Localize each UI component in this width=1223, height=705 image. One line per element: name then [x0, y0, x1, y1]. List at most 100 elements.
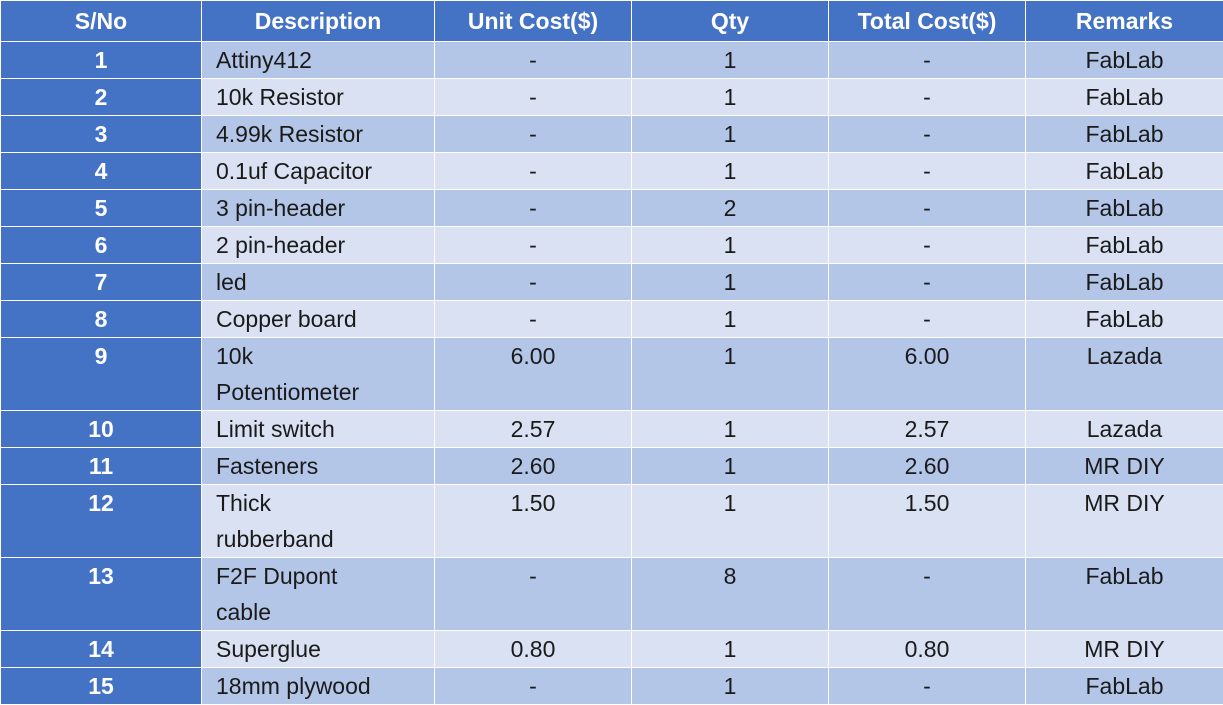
- header-description: Description: [202, 1, 435, 42]
- cell-sno: 5: [1, 190, 202, 227]
- cell-description: 3 pin-header: [202, 190, 435, 227]
- cell-qty: 1: [632, 42, 829, 79]
- cell-sno: 12: [1, 485, 202, 558]
- cell-unit-cost: -: [435, 116, 632, 153]
- cell-remarks: MR DIY: [1026, 448, 1223, 485]
- cell-description: 18mm plywood: [202, 668, 435, 705]
- description-line: rubberband: [216, 521, 434, 557]
- cell-qty: 1: [632, 227, 829, 264]
- cell-unit-cost: -: [435, 42, 632, 79]
- cell-unit-cost: -: [435, 301, 632, 338]
- cell-sno: 2: [1, 79, 202, 116]
- cell-unit-cost: 0.80: [435, 631, 632, 668]
- cell-qty: 1: [632, 411, 829, 448]
- cell-description: Limit switch: [202, 411, 435, 448]
- cell-total-cost: -: [829, 153, 1026, 190]
- cell-description: 2 pin-header: [202, 227, 435, 264]
- cell-total-cost: -: [829, 668, 1026, 705]
- cell-remarks: MR DIY: [1026, 485, 1223, 558]
- cell-sno: 6: [1, 227, 202, 264]
- cell-qty: 1: [632, 448, 829, 485]
- cell-unit-cost: -: [435, 264, 632, 301]
- cell-remarks: FabLab: [1026, 227, 1223, 264]
- cell-total-cost: 0.80: [829, 631, 1026, 668]
- cell-unit-cost: -: [435, 153, 632, 190]
- cell-total-cost: 2.60: [829, 448, 1026, 485]
- table-header-row: S/No Description Unit Cost($) Qty Total …: [1, 1, 1223, 42]
- cell-qty: 1: [632, 338, 829, 411]
- description-line: led: [216, 264, 434, 300]
- cell-remarks: FabLab: [1026, 301, 1223, 338]
- cell-total-cost: 1.50: [829, 485, 1026, 558]
- cell-remarks: FabLab: [1026, 153, 1223, 190]
- description-line: Fasteners: [216, 448, 434, 484]
- header-total-cost: Total Cost($): [829, 1, 1026, 42]
- description-line: 0.1uf Capacitor: [216, 153, 434, 189]
- description-line: Copper board: [216, 301, 434, 337]
- cell-qty: 1: [632, 79, 829, 116]
- cell-remarks: FabLab: [1026, 79, 1223, 116]
- description-line: 3 pin-header: [216, 190, 434, 226]
- cell-description: Copper board: [202, 301, 435, 338]
- cell-qty: 1: [632, 301, 829, 338]
- cell-qty: 1: [632, 116, 829, 153]
- cell-remarks: FabLab: [1026, 264, 1223, 301]
- cell-remarks: FabLab: [1026, 116, 1223, 153]
- cell-total-cost: -: [829, 79, 1026, 116]
- cell-description: Fasteners: [202, 448, 435, 485]
- cell-description: 0.1uf Capacitor: [202, 153, 435, 190]
- header-qty: Qty: [632, 1, 829, 42]
- cell-description: 10k Resistor: [202, 79, 435, 116]
- cell-sno: 1: [1, 42, 202, 79]
- cell-sno: 4: [1, 153, 202, 190]
- cell-remarks: FabLab: [1026, 42, 1223, 79]
- cell-qty: 1: [632, 264, 829, 301]
- cell-unit-cost: -: [435, 558, 632, 631]
- description-line: Attiny412: [216, 42, 434, 78]
- description-line: 10k Resistor: [216, 79, 434, 115]
- cell-total-cost: 2.57: [829, 411, 1026, 448]
- cell-description: Attiny412: [202, 42, 435, 79]
- cell-total-cost: -: [829, 264, 1026, 301]
- cell-remarks: Lazada: [1026, 411, 1223, 448]
- description-line: 2 pin-header: [216, 227, 434, 263]
- cell-total-cost: -: [829, 116, 1026, 153]
- cell-remarks: FabLab: [1026, 558, 1223, 631]
- description-line: Superglue: [216, 631, 434, 667]
- cell-sno: 7: [1, 264, 202, 301]
- cell-qty: 2: [632, 190, 829, 227]
- cell-sno: 9: [1, 338, 202, 411]
- cell-unit-cost: -: [435, 668, 632, 705]
- cell-sno: 3: [1, 116, 202, 153]
- cell-sno: 11: [1, 448, 202, 485]
- header-sno: S/No: [1, 1, 202, 42]
- cell-unit-cost: 2.60: [435, 448, 632, 485]
- cell-description: 4.99k Resistor: [202, 116, 435, 153]
- description-line: Thick: [216, 485, 434, 521]
- cell-total-cost: -: [829, 558, 1026, 631]
- cell-qty: 1: [632, 631, 829, 668]
- cell-remarks: MR DIY: [1026, 631, 1223, 668]
- cell-qty: 8: [632, 558, 829, 631]
- cell-sno: 8: [1, 301, 202, 338]
- description-line: Potentiometer: [216, 374, 434, 410]
- cell-unit-cost: 1.50: [435, 485, 632, 558]
- cell-total-cost: 6.00: [829, 338, 1026, 411]
- cell-unit-cost: -: [435, 79, 632, 116]
- header-unit-cost: Unit Cost($): [435, 1, 632, 42]
- cell-remarks: Lazada: [1026, 338, 1223, 411]
- header-remarks: Remarks: [1026, 1, 1223, 42]
